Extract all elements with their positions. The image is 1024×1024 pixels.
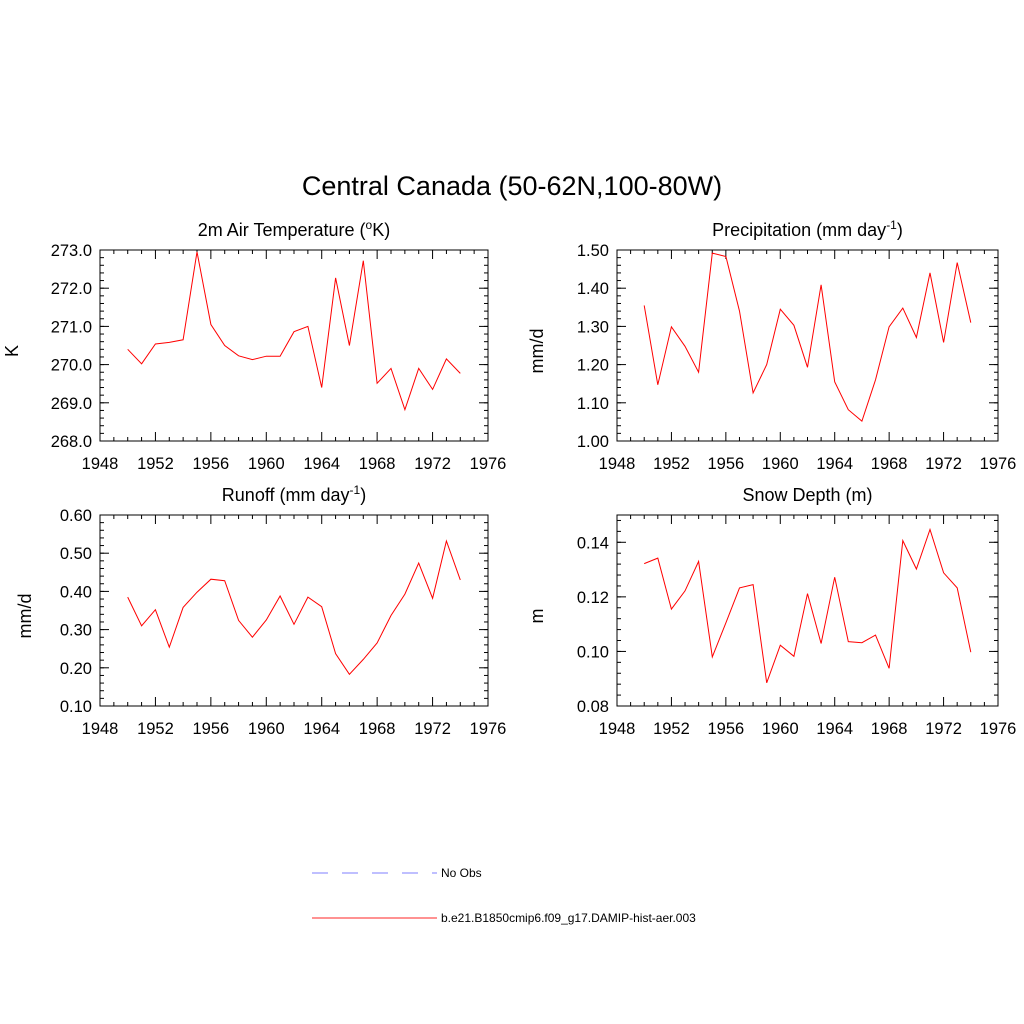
y-tick-label: 0.08 xyxy=(577,698,609,716)
y-tick-label: 268.0 xyxy=(51,433,92,451)
series-line xyxy=(127,251,461,412)
x-tick-label: 1960 xyxy=(248,455,285,473)
x-tick-label: 1956 xyxy=(707,455,744,473)
panel-2m-air-temperature: 2m Air Temperature (oK) K 1948 1952 1956 1960… xyxy=(2,218,506,473)
plot-frame xyxy=(616,514,999,707)
y-tick-label: 270.0 xyxy=(51,357,92,375)
panel-title-superscript: o xyxy=(366,218,373,232)
y-tick-label: 1.50 xyxy=(577,242,609,260)
x-tick-label: 1960 xyxy=(762,720,799,738)
panel-title-tail: K) xyxy=(372,220,390,240)
y-tick-label: 0.30 xyxy=(60,622,92,640)
panel-title-text: Precipitation (mm day xyxy=(712,220,886,240)
y-tick-label: 0.60 xyxy=(60,507,92,525)
panel-title-superscript: -1 xyxy=(350,483,361,497)
panel-title-tail: ) xyxy=(360,485,366,505)
panel-precipitation-mm-day: Precipitation (mm day-1) mm/d 1948 1952 1956… xyxy=(527,218,1016,473)
panel-title: 2m Air Temperature (oK) xyxy=(198,218,390,240)
x-tick-label: 1976 xyxy=(980,720,1017,738)
y-tick-label: 0.40 xyxy=(60,583,92,601)
panel-title-tail: ) xyxy=(897,220,903,240)
series-line xyxy=(127,539,461,676)
series-line xyxy=(644,527,972,683)
panel-title-text: 2m Air Temperature ( xyxy=(198,220,366,240)
legend-item-model-run: b.e21.B1850cmip6.f09_g17.DAMIP-hist-aer.… xyxy=(312,911,696,925)
panel-runoff-mm-day: Runoff (mm day-1) mm/d 1948 1952 1956 1960 196… xyxy=(15,483,506,738)
x-tick-label: 1968 xyxy=(359,720,396,738)
x-tick-label: 1964 xyxy=(303,455,340,473)
y-tick-label: 269.0 xyxy=(51,395,92,413)
y-tick-label: 1.30 xyxy=(577,318,609,336)
y-tick-label: 0.20 xyxy=(60,660,92,678)
y-axis-label: m xyxy=(527,609,547,624)
x-tick-label: 1976 xyxy=(980,455,1017,473)
plot-frame xyxy=(616,249,999,442)
y-axis-label: mm/d xyxy=(15,594,35,639)
x-tick-label: 1948 xyxy=(599,720,636,738)
x-tick-label: 1952 xyxy=(653,455,690,473)
x-tick-label: 1948 xyxy=(82,720,119,738)
x-tick-label: 1956 xyxy=(192,720,229,738)
panel-title-text: Runoff (mm day xyxy=(222,485,350,505)
y-tick-label: 1.40 xyxy=(577,280,609,298)
y-tick-label: 1.20 xyxy=(577,357,609,375)
x-tick-label: 1960 xyxy=(248,720,285,738)
x-tick-label: 1968 xyxy=(871,455,908,473)
y-tick-label: 0.10 xyxy=(60,698,92,716)
x-tick-label: 1968 xyxy=(871,720,908,738)
y-tick-label: 1.00 xyxy=(577,433,609,451)
y-tick-label: 271.0 xyxy=(51,318,92,336)
plot-frame xyxy=(99,514,489,707)
panel-snow-depth-m: Snow Depth (m) m 1948 1952 1956 1960 1964 1968 1… xyxy=(527,485,1016,738)
x-tick-label: 1952 xyxy=(137,455,174,473)
x-tick-label: 1948 xyxy=(82,455,119,473)
panel-title: Precipitation (mm day-1) xyxy=(712,218,903,240)
y-tick-label: 0.10 xyxy=(577,643,609,661)
x-tick-label: 1948 xyxy=(599,455,636,473)
x-tick-label: 1964 xyxy=(303,720,340,738)
x-tick-label: 1972 xyxy=(414,720,451,738)
x-tick-label: 1960 xyxy=(762,455,799,473)
panel-title: Runoff (mm day-1) xyxy=(222,483,366,505)
figure-title: Central Canada (50-62N,100-80W) xyxy=(302,171,722,201)
series-line xyxy=(643,252,972,422)
y-tick-label: 273.0 xyxy=(51,242,92,260)
x-tick-label: 1968 xyxy=(359,455,396,473)
plot-frame xyxy=(99,249,489,442)
legend-label-model-run: b.e21.B1850cmip6.f09_g17.DAMIP-hist-aer.… xyxy=(441,911,696,925)
x-tick-label: 1964 xyxy=(816,720,853,738)
x-tick-label: 1956 xyxy=(192,455,229,473)
y-tick-label: 0.12 xyxy=(577,589,609,607)
y-tick-label: 0.14 xyxy=(577,534,609,552)
panels: 2m Air Temperature (oK) K 1948 1952 1956 1960… xyxy=(2,218,1016,738)
legend-label-no-obs: No Obs xyxy=(441,866,482,880)
x-tick-label: 1952 xyxy=(653,720,690,738)
x-tick-label: 1964 xyxy=(816,455,853,473)
x-tick-label: 1972 xyxy=(925,455,962,473)
panel-title: Snow Depth (m) xyxy=(742,485,872,505)
x-tick-label: 1976 xyxy=(470,455,507,473)
panel-title-text: Snow Depth (m) xyxy=(742,485,872,505)
y-axis-label: mm/d xyxy=(527,329,547,374)
legend-item-no-obs: No Obs xyxy=(312,866,482,880)
x-tick-label: 1972 xyxy=(414,455,451,473)
y-tick-label: 1.10 xyxy=(577,395,609,413)
legend: No Obs b.e21.B1850cmip6.f09_g17.DAMIP-hi… xyxy=(312,866,696,925)
panel-title-superscript: -1 xyxy=(886,218,897,232)
y-tick-label: 272.0 xyxy=(51,280,92,298)
x-tick-label: 1976 xyxy=(470,720,507,738)
x-tick-label: 1972 xyxy=(925,720,962,738)
x-tick-label: 1952 xyxy=(137,720,174,738)
x-tick-label: 1956 xyxy=(707,720,744,738)
y-axis-label: K xyxy=(2,345,22,357)
y-tick-label: 0.50 xyxy=(60,545,92,563)
